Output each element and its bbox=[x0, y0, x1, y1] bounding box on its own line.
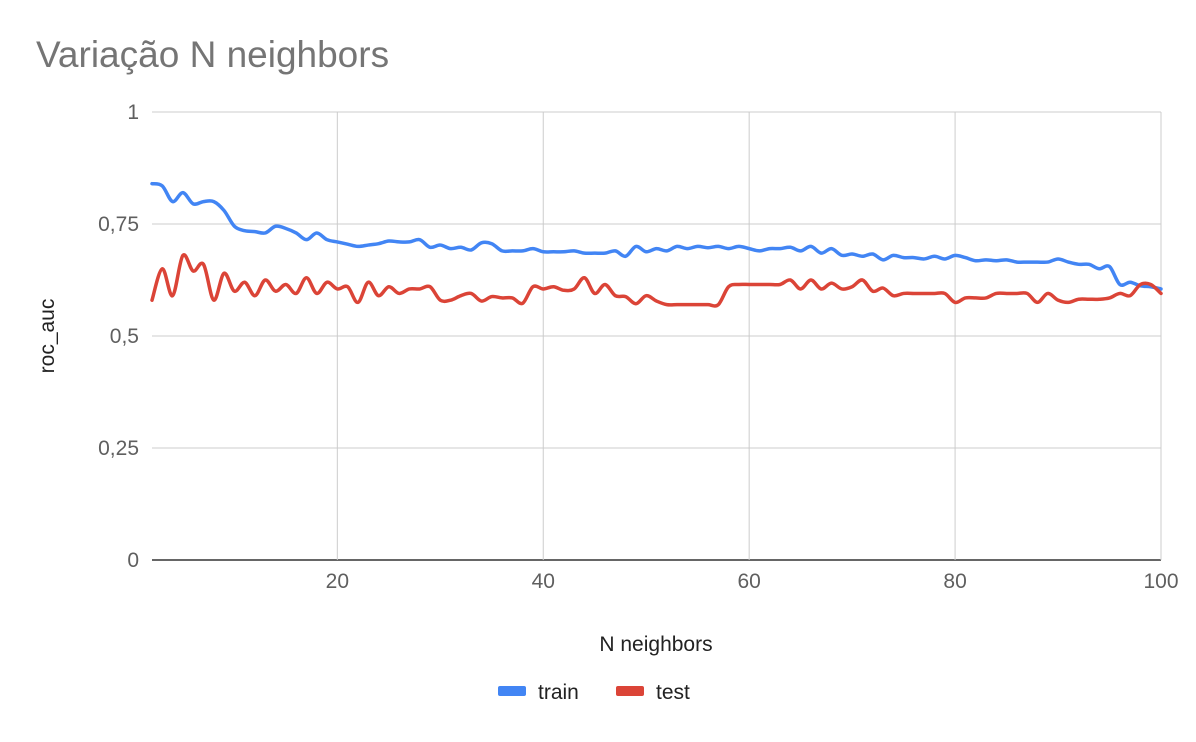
y-tick-label: 0,25 bbox=[98, 437, 139, 460]
series-lines bbox=[150, 181, 1163, 308]
x-axis-label: N neighbors bbox=[599, 633, 712, 656]
y-tick-labels: 0 0,25 0,5 0,75 1 bbox=[98, 101, 139, 572]
x-tick-labels: 20 40 60 80 100 bbox=[326, 570, 1179, 593]
legend-item-test[interactable]: test bbox=[616, 681, 690, 704]
series-line-test[interactable] bbox=[150, 253, 1163, 308]
chart-title: Variação N neighbors bbox=[36, 34, 389, 75]
legend-swatch-test bbox=[616, 686, 644, 696]
x-tick-label: 60 bbox=[737, 570, 760, 593]
x-tick-label: 80 bbox=[943, 570, 966, 593]
grid-lines bbox=[152, 111, 1162, 561]
y-tick-label: 0,75 bbox=[98, 213, 139, 236]
y-axis-label: roc_auc bbox=[36, 299, 59, 374]
y-tick-label: 1 bbox=[127, 101, 139, 124]
y-tick-label: 0,5 bbox=[110, 325, 139, 348]
x-tick-label: 20 bbox=[326, 570, 349, 593]
x-tick-label: 100 bbox=[1143, 570, 1178, 593]
y-tick-label: 0 bbox=[127, 549, 139, 572]
x-tick-label: 40 bbox=[532, 570, 555, 593]
legend-swatch-train bbox=[498, 686, 526, 696]
legend-label-test: test bbox=[656, 681, 690, 704]
legend: train test bbox=[498, 681, 690, 704]
series-line-train[interactable] bbox=[150, 181, 1163, 291]
legend-item-train[interactable]: train bbox=[498, 681, 579, 704]
legend-label-train: train bbox=[538, 681, 579, 704]
